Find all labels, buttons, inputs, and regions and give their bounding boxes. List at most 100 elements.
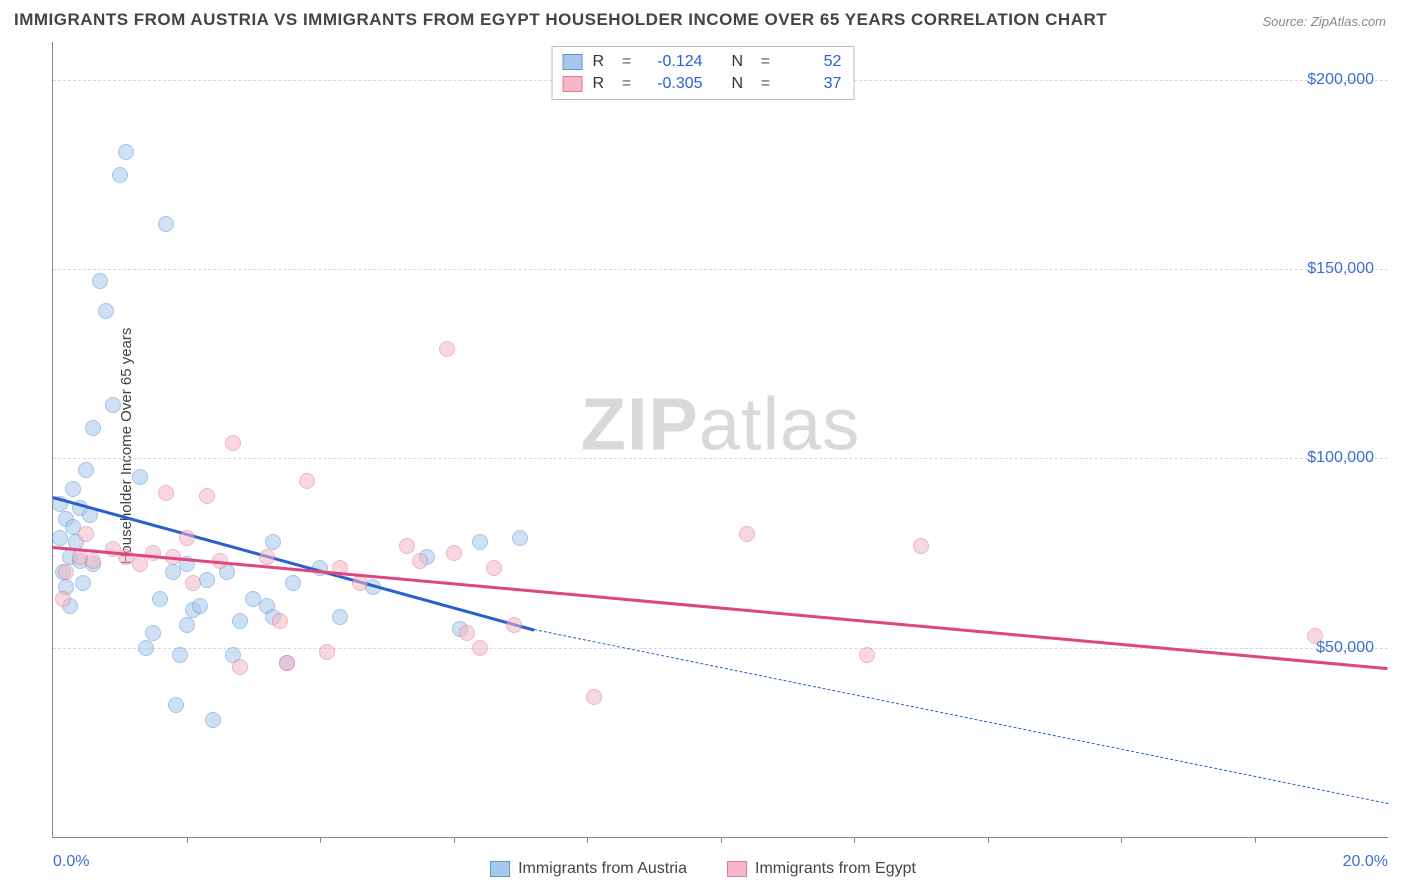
data-point <box>299 473 315 489</box>
data-point <box>259 549 275 565</box>
data-point <box>506 617 522 633</box>
watermark: ZIPatlas <box>581 381 860 466</box>
data-point <box>132 556 148 572</box>
data-point <box>319 644 335 660</box>
legend-eq: = <box>759 51 771 73</box>
data-point <box>352 575 368 591</box>
legend-label-austria: Immigrants from Austria <box>518 860 687 878</box>
data-point <box>172 647 188 663</box>
data-point <box>265 534 281 550</box>
data-point <box>58 564 74 580</box>
data-point <box>179 617 195 633</box>
legend-n-egypt: 37 <box>781 73 841 95</box>
x-tick <box>587 837 588 843</box>
data-point <box>158 216 174 232</box>
data-point <box>399 538 415 554</box>
data-point <box>739 526 755 542</box>
data-point <box>98 303 114 319</box>
data-point <box>913 538 929 554</box>
data-point <box>185 575 201 591</box>
legend-item-austria: Immigrants from Austria <box>490 860 687 878</box>
data-point <box>459 625 475 641</box>
legend-item-egypt: Immigrants from Egypt <box>727 860 916 878</box>
legend-row-egypt: R = -0.305 N = 37 <box>563 73 842 95</box>
data-point <box>439 341 455 357</box>
legend-row-austria: R = -0.124 N = 52 <box>563 51 842 73</box>
x-tick <box>854 837 855 843</box>
watermark-zip: ZIP <box>581 382 699 465</box>
data-point <box>586 689 602 705</box>
data-point <box>859 647 875 663</box>
y-tick-label: $200,000 <box>1307 71 1374 89</box>
data-point <box>192 598 208 614</box>
data-point <box>85 420 101 436</box>
swatch-egypt <box>563 76 583 92</box>
data-point <box>205 712 221 728</box>
legend-series: Immigrants from Austria Immigrants from … <box>490 860 916 878</box>
legend-r-label: R <box>593 51 611 73</box>
data-point <box>168 697 184 713</box>
data-point <box>152 591 168 607</box>
legend-r-label: R <box>593 73 611 95</box>
legend-eq: = <box>621 51 633 73</box>
x-tick <box>988 837 989 843</box>
data-point <box>65 481 81 497</box>
data-point <box>232 659 248 675</box>
legend-n-label: N <box>731 51 749 73</box>
data-point <box>145 545 161 561</box>
data-point <box>512 530 528 546</box>
scatter-chart: ZIPatlas $50,000 $100,000 $150,000 $200,000… <box>52 42 1388 838</box>
data-point <box>279 655 295 671</box>
source-attribution: Source: ZipAtlas.com <box>1262 14 1386 29</box>
data-point <box>285 575 301 591</box>
data-point <box>225 435 241 451</box>
data-point <box>472 534 488 550</box>
data-point <box>78 526 94 542</box>
x-tick-label: 20.0% <box>1343 853 1388 871</box>
legend-r-austria: -0.124 <box>643 51 703 73</box>
data-point <box>92 273 108 289</box>
legend-correlation: R = -0.124 N = 52 R = -0.305 N = 37 <box>552 46 855 100</box>
data-point <box>138 640 154 656</box>
x-tick-label: 0.0% <box>53 853 89 871</box>
x-tick <box>721 837 722 843</box>
data-point <box>145 625 161 641</box>
data-point <box>75 575 91 591</box>
data-point <box>199 488 215 504</box>
y-tick-label: $100,000 <box>1307 449 1374 467</box>
x-tick <box>187 837 188 843</box>
data-point <box>412 553 428 569</box>
legend-label-egypt: Immigrants from Egypt <box>755 860 916 878</box>
data-point <box>486 560 502 576</box>
data-point <box>52 530 68 546</box>
data-point <box>472 640 488 656</box>
data-point <box>85 553 101 569</box>
data-point <box>272 613 288 629</box>
data-point <box>446 545 462 561</box>
gridline <box>53 269 1388 270</box>
swatch-austria <box>490 861 510 877</box>
x-tick <box>320 837 321 843</box>
x-tick <box>1255 837 1256 843</box>
data-point <box>158 485 174 501</box>
gridline <box>53 458 1388 459</box>
y-tick-label: $50,000 <box>1316 639 1374 657</box>
legend-n-label: N <box>731 73 749 95</box>
data-point <box>112 167 128 183</box>
legend-eq: = <box>621 73 633 95</box>
watermark-atlas: atlas <box>699 382 860 465</box>
data-point <box>332 609 348 625</box>
data-point <box>105 397 121 413</box>
x-tick <box>1121 837 1122 843</box>
chart-title: IMMIGRANTS FROM AUSTRIA VS IMMIGRANTS FR… <box>14 10 1107 30</box>
y-tick-label: $150,000 <box>1307 260 1374 278</box>
swatch-egypt <box>727 861 747 877</box>
data-point <box>179 530 195 546</box>
swatch-austria <box>563 54 583 70</box>
trend-line <box>53 546 1388 670</box>
data-point <box>118 144 134 160</box>
x-tick <box>454 837 455 843</box>
data-point <box>1307 628 1323 644</box>
data-point <box>232 613 248 629</box>
legend-n-austria: 52 <box>781 51 841 73</box>
